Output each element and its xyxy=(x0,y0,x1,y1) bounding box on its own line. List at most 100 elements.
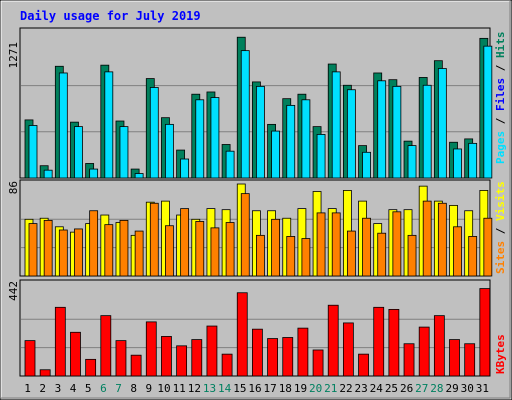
legend-entry: Visits xyxy=(494,181,507,221)
legend-visits-text: Sites / Visits xyxy=(494,181,507,274)
bar-pages xyxy=(74,126,83,179)
bar-kbytes xyxy=(85,358,97,377)
bars-layer xyxy=(24,36,493,377)
legend-hits-text: Pages / Files / Hits xyxy=(494,32,507,165)
x-tick-label: 15 xyxy=(233,382,246,395)
legend-separator: / xyxy=(494,58,507,78)
x-tick-label: 22 xyxy=(339,382,352,395)
bar-sites xyxy=(286,236,296,277)
bar-sites xyxy=(74,228,83,277)
bar-sites xyxy=(195,221,205,277)
bar-sites xyxy=(165,225,174,277)
x-tick-label: 27 xyxy=(415,382,428,395)
bar-pages xyxy=(180,158,190,179)
bar-sites xyxy=(392,211,402,277)
bar-kbytes xyxy=(24,340,36,377)
ymax-label-kbytes: 442 xyxy=(7,281,20,301)
bar-pages xyxy=(437,68,447,179)
legend-entry: Files xyxy=(494,78,507,111)
x-tick-label: 25 xyxy=(385,382,398,395)
bar-kbytes xyxy=(358,353,369,377)
bar-kbytes xyxy=(39,369,51,377)
bar-pages xyxy=(392,85,402,179)
bar-pages xyxy=(483,45,493,179)
bar-pages xyxy=(316,134,326,179)
bar-kbytes xyxy=(236,292,248,377)
bar-pages xyxy=(225,150,235,179)
bar-sites xyxy=(437,202,447,277)
bar-kbytes xyxy=(100,315,112,377)
x-tick-label: 17 xyxy=(264,382,277,395)
bar-kbytes xyxy=(464,343,476,377)
bar-pages xyxy=(165,123,174,179)
x-tick-label: 18 xyxy=(279,382,292,395)
bar-kbytes xyxy=(373,306,385,377)
x-tick-label: 9 xyxy=(146,382,153,395)
bar-pages xyxy=(119,126,129,179)
bar-kbytes xyxy=(267,338,278,377)
x-tick-label: 24 xyxy=(370,382,384,395)
bar-sites xyxy=(89,210,99,277)
bar-kbytes xyxy=(388,308,400,377)
bar-pages xyxy=(407,145,417,179)
bar-pages xyxy=(149,87,159,179)
bar-sites xyxy=(119,219,129,277)
legend-hits: Pages / Files / Hits xyxy=(494,32,507,165)
x-axis-labels: 1 2 3 4 5 6 7 8 9 10 11 12 13 14 15 16 17 18 19 20 21 22 23 24 2… xyxy=(24,382,489,395)
bar-kbytes xyxy=(206,325,218,377)
legend-kbytes-text: KBytes xyxy=(494,334,507,374)
bar-pages xyxy=(43,169,53,179)
x-tick-label: 10 xyxy=(157,382,170,395)
bar-pages xyxy=(301,99,311,179)
x-tick-label: 1 xyxy=(24,382,31,395)
bar-pages xyxy=(134,173,144,179)
bar-sites xyxy=(377,232,387,277)
legend-separator: / xyxy=(494,111,507,131)
bar-pages xyxy=(422,84,432,179)
bar-kbytes xyxy=(161,336,172,377)
bar-kbytes xyxy=(176,345,188,377)
x-tick-label: 2 xyxy=(39,382,46,395)
bar-kbytes xyxy=(145,321,157,377)
bar-sites xyxy=(468,236,478,277)
x-tick-label: 8 xyxy=(130,382,137,395)
bar-pages xyxy=(346,89,356,179)
bar-sites xyxy=(43,219,53,277)
legend-kbytes: KBytes xyxy=(494,334,507,374)
x-tick-label: 29 xyxy=(445,382,458,395)
bar-sites xyxy=(271,218,280,277)
bar-sites xyxy=(301,238,311,277)
x-tick-label: 14 xyxy=(218,382,232,395)
x-tick-label: 20 xyxy=(309,382,322,395)
bar-kbytes xyxy=(327,304,339,377)
bar-sites xyxy=(225,222,235,277)
x-tick-label: 28 xyxy=(430,382,443,395)
bar-pages xyxy=(286,104,296,179)
bar-kbytes xyxy=(130,354,142,377)
bar-pages xyxy=(104,71,114,179)
bar-sites xyxy=(240,193,250,277)
bar-sites xyxy=(149,202,159,277)
bar-pages xyxy=(468,142,478,179)
bar-kbytes xyxy=(70,331,81,377)
bar-kbytes xyxy=(54,306,66,377)
x-tick-label: 16 xyxy=(248,382,261,395)
bar-kbytes xyxy=(312,349,324,377)
legend-entry: Pages xyxy=(494,131,507,164)
bar-sites xyxy=(28,223,38,277)
x-tick-label: 13 xyxy=(203,382,216,395)
x-tick-label: 12 xyxy=(188,382,201,395)
bar-pages xyxy=(331,71,341,179)
x-tick-label: 4 xyxy=(70,382,77,395)
bar-sites xyxy=(104,224,114,277)
bar-sites xyxy=(331,212,341,277)
bar-sites xyxy=(58,229,68,277)
bar-pages xyxy=(256,85,265,179)
bar-pages xyxy=(362,151,371,179)
bar-kbytes xyxy=(252,328,263,377)
bar-kbytes xyxy=(449,339,460,377)
bar-sites xyxy=(422,200,432,277)
x-tick-label: 26 xyxy=(400,382,413,395)
x-tick-label: 23 xyxy=(355,382,368,395)
